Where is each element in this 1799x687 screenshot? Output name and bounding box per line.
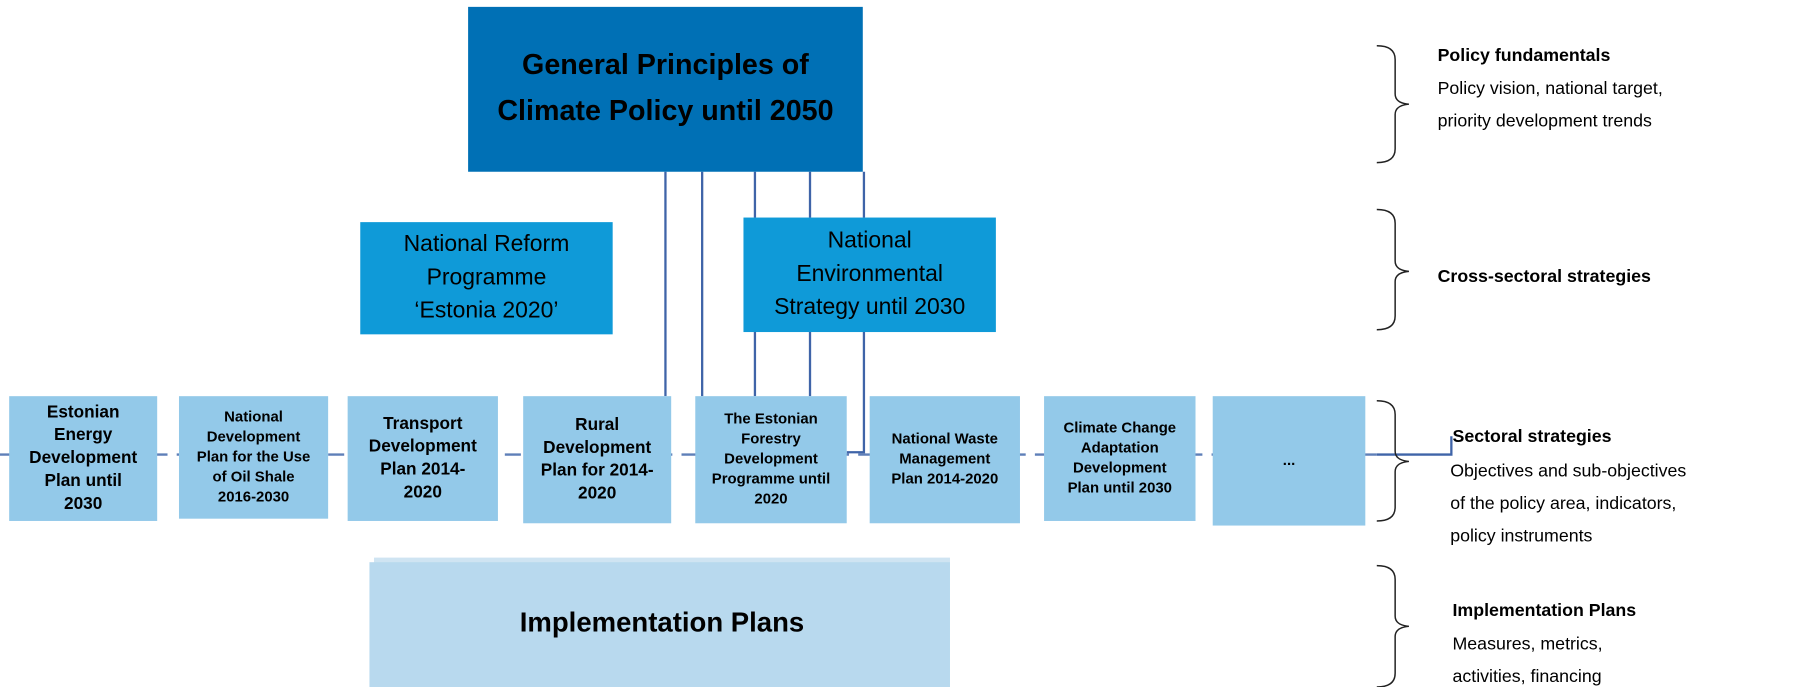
box-label: Energy (54, 424, 113, 444)
box-label: Management (899, 452, 990, 468)
box-label: Development (1073, 461, 1167, 477)
box-label: Plan 2014- (380, 459, 465, 479)
level-description: Policy vision, national target, (1438, 78, 1663, 98)
box (1044, 396, 1196, 521)
box-label: National (828, 227, 912, 253)
box-label: of Oil Shale (213, 469, 295, 485)
box-label: Adaptation (1081, 440, 1159, 456)
box (869, 396, 1020, 524)
box-label: Programme until (712, 472, 830, 488)
level-description: policy instruments (1450, 526, 1592, 546)
box-label: Plan for the Use (197, 449, 310, 465)
brace (1376, 400, 1409, 522)
level-note: Cross-sectoral strategies (1438, 266, 1651, 286)
level-title: Policy fundamentals (1438, 45, 1611, 65)
box (178, 396, 329, 519)
sectoral-box: Rural Development Plan for 2014- 2020 (523, 396, 672, 524)
box-label: 2020 (754, 492, 787, 508)
box-label: Estonian (47, 401, 120, 421)
box-label: Transport (383, 413, 463, 433)
level-note: Sectoral strategies Objectives and sub-ob… (1450, 426, 1686, 546)
box-label: General Principles of (522, 49, 809, 81)
sector-pointer (1376, 436, 1453, 456)
box (695, 396, 847, 524)
box-label: Plan until (44, 470, 121, 490)
implementation-box: Implementation Plans (369, 557, 950, 687)
box (1212, 396, 1366, 526)
level-note: Implementation Plans Measures, metrics, ac… (1453, 600, 1637, 686)
box-label: Development (207, 429, 301, 445)
sectoral-box: ... (1212, 396, 1366, 526)
box-label: ... (1283, 453, 1295, 469)
level-title: Implementation Plans (1453, 600, 1637, 620)
level-title: Cross-sectoral strategies (1438, 266, 1651, 286)
box-label: 2030 (64, 493, 102, 513)
box-label: 2016-2030 (218, 489, 289, 505)
level-description: Measures, metrics, (1453, 633, 1603, 653)
box-label: Rural (575, 414, 619, 434)
box-label: Environmental (796, 260, 943, 286)
link (846, 332, 866, 454)
box-label: 2020 (578, 483, 616, 503)
box-label: Strategy until 2030 (774, 293, 965, 319)
box (523, 396, 672, 524)
box-label: ‘Estonia 2020’ (414, 297, 558, 323)
box-label: Development (724, 452, 818, 468)
cross-sectoral-box: National Reform Programme ‘Estonia 2020’ (360, 222, 613, 335)
box-label: Development (369, 436, 477, 456)
box (347, 396, 498, 521)
box-label: National Reform (404, 230, 570, 256)
box-label: Forestry (741, 432, 801, 448)
brace (1376, 45, 1409, 164)
sectoral-box: The Estonian Forestry Development Programme… (695, 396, 847, 524)
level-note: Policy fundamentals Policy vision, nation… (1438, 45, 1663, 131)
policy-box: General Principles of Climate Policy unti… (468, 6, 863, 172)
box-label: National Waste (892, 432, 998, 448)
box-label: Implementation Plans (520, 606, 805, 637)
sectoral-box: Climate Change Adaptation Development Plan … (1044, 396, 1196, 521)
box-label: The Estonian (724, 412, 818, 428)
box (369, 562, 950, 687)
sectoral-box: National Waste Management Plan 2014-2020 (869, 396, 1020, 524)
level-description: Objectives and sub-objectives (1450, 460, 1686, 480)
box (743, 217, 996, 333)
level-description: activities, financing (1453, 666, 1602, 686)
brace (1376, 564, 1409, 687)
sectoral-box: Transport Development Plan 2014-2020 (347, 396, 498, 521)
box-label: National (224, 409, 283, 425)
brace (1376, 208, 1409, 331)
level-title: Sectoral strategies (1453, 426, 1612, 446)
box-label: Development (543, 437, 651, 457)
level-description: of the policy area, indicators, (1450, 493, 1676, 513)
cross-sectoral-box: National Environmental Strategy until 2030 (743, 217, 996, 333)
box-label: Plan for 2014- (541, 460, 654, 480)
box (360, 222, 613, 335)
sectoral-box: Estonian Energy Development Plan until 2030 (9, 396, 158, 521)
level-description: priority development trends (1438, 111, 1652, 131)
box-label: 2020 (404, 481, 442, 501)
box-label: Plan until 2030 (1068, 481, 1172, 497)
box (468, 6, 863, 172)
box-label: Development (29, 447, 137, 467)
box-label: Programme (427, 263, 547, 289)
box (9, 396, 158, 521)
box-label: Climate Change (1063, 420, 1176, 436)
braces (1376, 45, 1409, 687)
box-label: Plan 2014-2020 (891, 472, 998, 488)
box-label: Climate Policy until 2050 (497, 95, 833, 127)
sectoral-box: National Development Plan for the Use of Oi… (178, 396, 329, 519)
